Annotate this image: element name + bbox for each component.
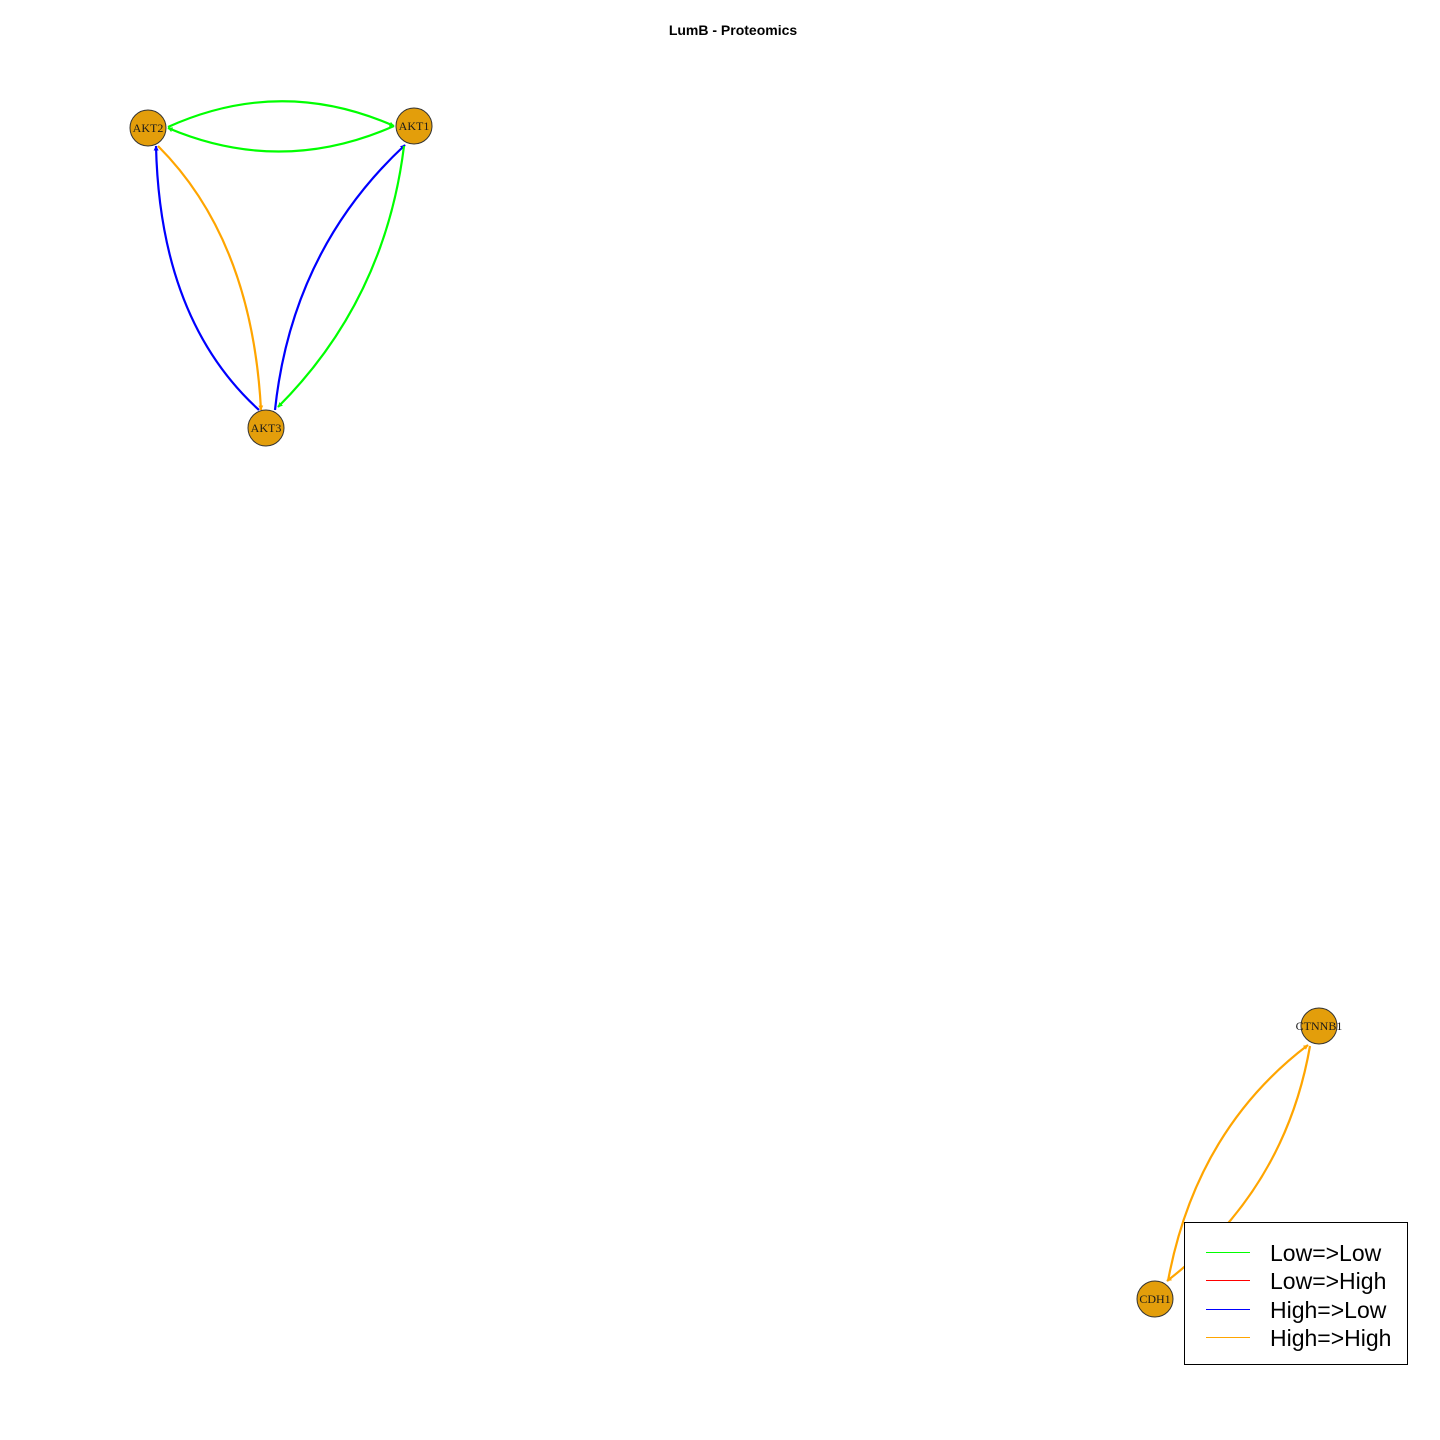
edge-akt2-to-akt3 xyxy=(157,145,264,411)
legend-label-low-low: Low=>Low xyxy=(1270,1240,1382,1266)
edges-group xyxy=(153,100,1312,1282)
legend-label-low-high: Low=>High xyxy=(1270,1268,1387,1294)
legend-label-high-high: High=>High xyxy=(1270,1325,1392,1351)
legend-swatch-low-high xyxy=(1206,1280,1250,1281)
legend-item-high-high: High=>High xyxy=(1185,1324,1407,1352)
node-label-akt3: AKT3 xyxy=(251,421,282,435)
node-cdh1[interactable]: CDH1 xyxy=(1136,1280,1174,1318)
node-akt2[interactable]: AKT2 xyxy=(129,109,167,147)
legend-item-low-high: Low=>High xyxy=(1185,1267,1407,1295)
edge-cdh1-to-ctnnb1 xyxy=(1166,1044,1309,1282)
legend-item-low-low: Low=>Low xyxy=(1185,1239,1407,1267)
edge-akt3-to-akt1 xyxy=(273,144,406,411)
node-label-cdh1: CDH1 xyxy=(1139,1292,1170,1306)
edge-akt1-to-akt2 xyxy=(167,124,395,153)
node-akt3[interactable]: AKT3 xyxy=(247,409,285,447)
plot-title: LumB - Proteomics xyxy=(668,22,798,38)
legend-label-high-low: High=>Low xyxy=(1270,1297,1387,1323)
legend-swatch-high-low xyxy=(1206,1309,1250,1310)
node-ctnnb1[interactable]: CTNNB1 xyxy=(1296,1007,1343,1045)
nodes-group: AKT2 AKT1 AKT3 CTNNB1 CDH1 xyxy=(129,107,1343,1318)
legend-item-high-low: High=>Low xyxy=(1185,1296,1407,1324)
node-label-akt1: AKT1 xyxy=(399,119,430,133)
legend: Low=>Low Low=>High High=>Low High=>High xyxy=(1184,1222,1408,1365)
legend-swatch-low-low xyxy=(1206,1252,1250,1253)
legend-swatch-high-high xyxy=(1206,1337,1250,1338)
node-akt1[interactable]: AKT1 xyxy=(395,107,433,145)
node-label-ctnnb1: CTNNB1 xyxy=(1296,1019,1343,1033)
edge-akt2-to-akt1 xyxy=(167,100,395,129)
node-label-akt2: AKT2 xyxy=(133,121,164,135)
edge-akt1-to-akt3 xyxy=(277,145,406,408)
edge-akt3-to-akt2 xyxy=(153,145,260,411)
